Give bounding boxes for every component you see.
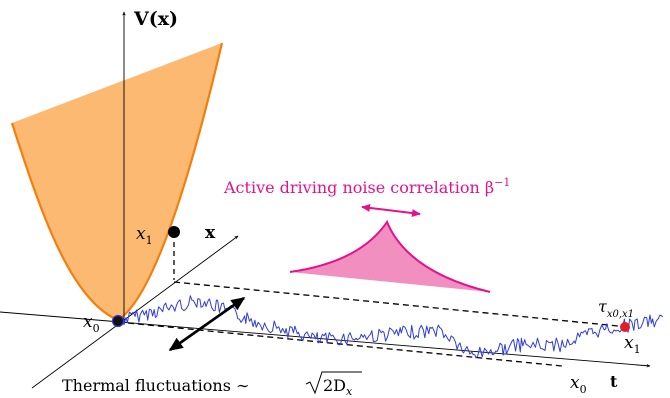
noise-double-arrow-icon [361,203,421,218]
x-axis-label: x [205,223,216,243]
x1-point [168,226,180,238]
x1-level-line [173,281,629,328]
potential-well [12,43,222,320]
noise-correlation-shape [290,222,490,292]
x0-bottom-label: x0 [570,373,587,396]
tau-label: τx0,x1 [598,297,634,320]
t-axis-label: t [610,372,618,391]
x0-point [111,314,125,328]
end-point [620,322,630,332]
sqrt-sign [305,371,362,395]
x1-point-label: x1 [136,224,153,247]
thermal-sqrt-term: 2Dx [323,376,353,398]
active-noise-label: Active driving noise correlation β−1 [223,176,510,197]
noise-correlation-curve [289,219,491,293]
t-axis [0,311,651,368]
potential-axis-label: V(x) [133,8,178,30]
x-axis [31,235,239,389]
x1-end-label: x1 [624,333,641,356]
thermal-label: Thermal fluctuations ∼ [62,376,249,395]
x0-left-label: x0 [83,312,100,335]
thermal-double-arrow-icon [168,296,246,352]
